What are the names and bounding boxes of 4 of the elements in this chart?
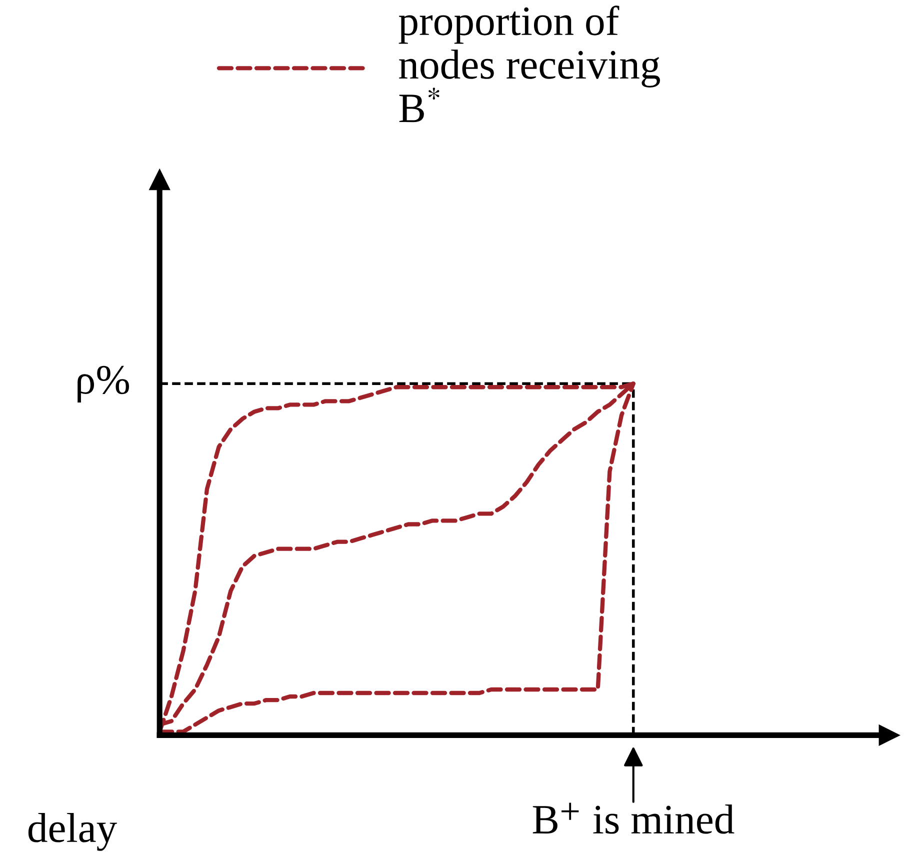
- text: B$^{+}$ is mined: [532, 802, 734, 834]
- ref-line-label: ρ%: [78, 366, 129, 402]
- legend-label: proportion of nodes receiving B$^{*}$: [398, 6, 660, 122]
- x-axis-title: delay: [28, 812, 117, 851]
